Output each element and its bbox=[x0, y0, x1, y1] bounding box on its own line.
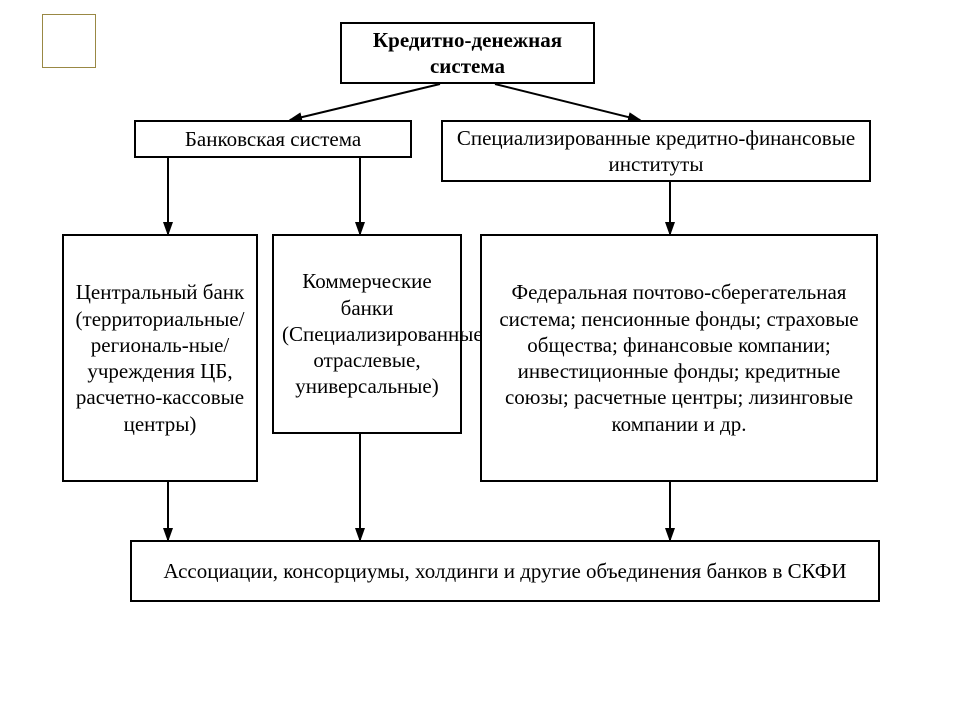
node-skfi-label: Специализированные кредитно-финансовые и… bbox=[451, 125, 861, 178]
node-assoc: Ассоциации, консорциумы, холдинги и друг… bbox=[130, 540, 880, 602]
node-bank-label: Банковская система bbox=[144, 126, 402, 152]
node-fed: Федеральная почтово-сберегательная систе… bbox=[480, 234, 878, 482]
node-cb-label: Центральный банк (территориальные/регион… bbox=[72, 279, 248, 437]
node-bank: Банковская система bbox=[134, 120, 412, 158]
node-root: Кредитно-денежная система bbox=[340, 22, 595, 84]
corner-frame bbox=[42, 14, 96, 68]
node-root-label: Кредитно-денежная система bbox=[350, 27, 585, 80]
node-comm: Коммерческие банки (Специализированные, … bbox=[272, 234, 462, 434]
node-cb: Центральный банк (территориальные/регион… bbox=[62, 234, 258, 482]
node-comm-label: Коммерческие банки (Специализированные, … bbox=[282, 268, 452, 399]
node-fed-label: Федеральная почтово-сберегательная систе… bbox=[490, 279, 868, 437]
node-skfi: Специализированные кредитно-финансовые и… bbox=[441, 120, 871, 182]
edge-root-skfi bbox=[495, 84, 640, 120]
diagram-canvas: Кредитно-денежная система Банковская сис… bbox=[0, 0, 960, 720]
node-assoc-label: Ассоциации, консорциумы, холдинги и друг… bbox=[140, 558, 870, 584]
edge-root-bank bbox=[290, 84, 440, 120]
